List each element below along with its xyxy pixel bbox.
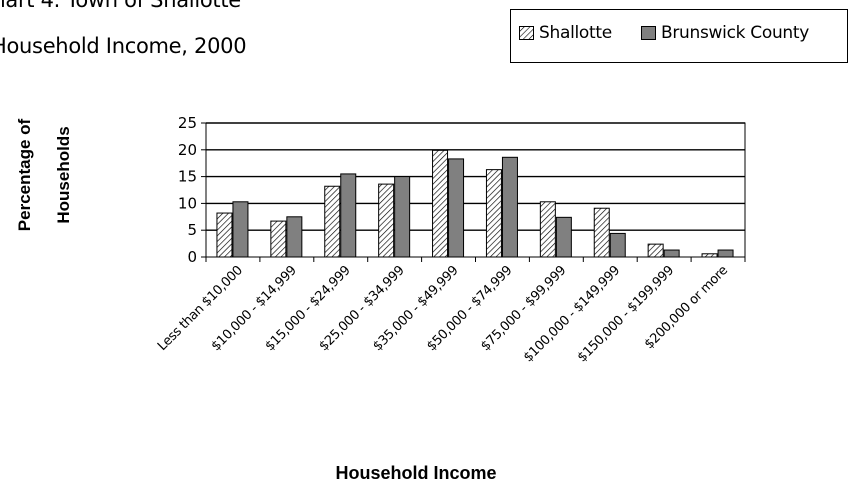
bar-shallotte	[270, 220, 287, 258]
y-tick-label: 15	[178, 168, 197, 186]
bar-shallotte	[378, 183, 395, 258]
bar-shallotte	[324, 185, 341, 258]
bar-brunswick-county	[717, 249, 734, 258]
bar-brunswick-county	[448, 158, 465, 258]
x-category-label: $100,000 - $149,999	[521, 263, 623, 365]
bar-shallotte	[432, 149, 449, 258]
legend-item-brunswick: Brunswick County	[641, 23, 809, 43]
bar-shallotte	[647, 243, 664, 258]
chart-legend: Shallotte Brunswick County	[510, 9, 848, 63]
x-axis-label: Household Income	[335, 463, 497, 483]
y-tick-label: 5	[187, 221, 197, 239]
bar-brunswick-county	[609, 232, 626, 258]
y-axis-label-line1: Percentage of	[15, 118, 34, 231]
bar-brunswick-county	[232, 201, 249, 258]
legend-swatch-brunswick	[641, 26, 656, 40]
legend-label-brunswick: Brunswick County	[661, 23, 810, 43]
bar-brunswick-county	[501, 156, 518, 258]
y-tick-label: 20	[178, 141, 197, 159]
chart-title-line1: Chart 4. Town of Shallotte	[0, 0, 241, 12]
y-axis-label-line2: Households	[54, 126, 73, 223]
bar-brunswick-county	[663, 249, 680, 258]
bar-shallotte	[216, 212, 233, 258]
y-tick-label: 0	[187, 248, 197, 266]
legend-swatch-shallotte	[519, 26, 534, 40]
bar-shallotte	[593, 207, 610, 258]
bar-shallotte	[485, 169, 502, 258]
chart-title-line2: Household Income, 2000	[0, 34, 247, 58]
y-axis-label: Percentage of Households	[15, 118, 73, 231]
bar-brunswick-county	[286, 216, 303, 258]
bar-brunswick-county	[555, 216, 572, 258]
legend-item-shallotte: Shallotte	[519, 23, 612, 43]
bar-shallotte	[539, 201, 556, 258]
bar-brunswick-county	[394, 176, 411, 258]
y-tick-label: 10	[178, 194, 197, 212]
bar-brunswick-county	[340, 173, 357, 258]
x-category-label: $150,000 - $199,999	[575, 263, 677, 365]
chart-title: Chart 4. Town of Shallotte Household Inc…	[0, 0, 420, 80]
y-tick-label: 25	[178, 114, 197, 132]
legend-label-shallotte: Shallotte	[539, 23, 612, 43]
